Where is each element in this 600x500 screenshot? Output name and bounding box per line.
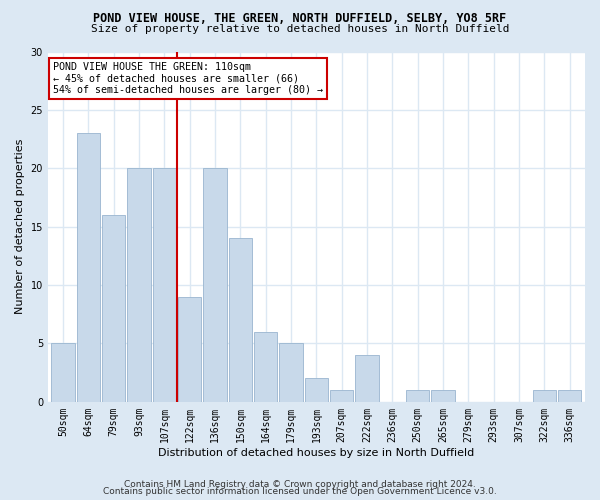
Y-axis label: Number of detached properties: Number of detached properties xyxy=(15,139,25,314)
Text: POND VIEW HOUSE THE GREEN: 110sqm
← 45% of detached houses are smaller (66)
54% : POND VIEW HOUSE THE GREEN: 110sqm ← 45% … xyxy=(53,62,323,95)
Bar xyxy=(330,390,353,402)
Bar xyxy=(77,133,100,402)
Text: Contains HM Land Registry data © Crown copyright and database right 2024.: Contains HM Land Registry data © Crown c… xyxy=(124,480,476,489)
Text: POND VIEW HOUSE, THE GREEN, NORTH DUFFIELD, SELBY, YO8 5RF: POND VIEW HOUSE, THE GREEN, NORTH DUFFIE… xyxy=(94,12,506,26)
Bar xyxy=(305,378,328,402)
Bar xyxy=(431,390,455,402)
Bar xyxy=(533,390,556,402)
Text: Contains public sector information licensed under the Open Government Licence v3: Contains public sector information licen… xyxy=(103,488,497,496)
Bar xyxy=(280,344,303,402)
Bar xyxy=(153,168,176,402)
Bar xyxy=(558,390,581,402)
Bar xyxy=(254,332,277,402)
X-axis label: Distribution of detached houses by size in North Duffield: Distribution of detached houses by size … xyxy=(158,448,475,458)
Bar xyxy=(355,355,379,402)
Bar xyxy=(229,238,252,402)
Bar xyxy=(102,215,125,402)
Bar xyxy=(52,344,75,402)
Bar xyxy=(203,168,227,402)
Bar xyxy=(178,296,202,402)
Bar xyxy=(406,390,430,402)
Text: Size of property relative to detached houses in North Duffield: Size of property relative to detached ho… xyxy=(91,24,509,34)
Bar xyxy=(127,168,151,402)
